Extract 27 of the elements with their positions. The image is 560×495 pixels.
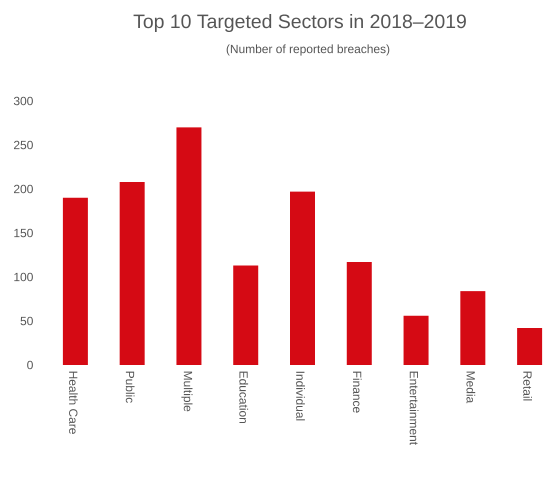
y-tick-label: 300 <box>14 96 33 106</box>
bar <box>120 182 145 365</box>
y-tick-label: 250 <box>14 140 33 150</box>
bar <box>176 127 202 365</box>
y-tick-label: 100 <box>14 272 33 282</box>
x-tick-label: Retail <box>523 372 532 400</box>
x-tick-label: Entertainment <box>410 372 418 445</box>
x-tick-label: Health Care <box>69 372 78 434</box>
bar <box>62 198 88 365</box>
x-tick-label: Finance <box>352 372 362 413</box>
chart-subtitle: (Number of reported breaches) <box>226 44 390 56</box>
y-tick-label: 150 <box>14 228 33 238</box>
bar <box>346 262 372 365</box>
bar <box>517 328 542 365</box>
x-tick-label: Individual <box>296 372 305 420</box>
x-tick-label: Multiple <box>181 372 193 412</box>
bar <box>290 192 315 365</box>
bar <box>404 316 429 365</box>
bar <box>460 291 486 365</box>
y-tick-label: 50 <box>20 316 33 326</box>
chart-title: Top 10 Targeted Sectors in 2018–2019 <box>134 14 466 32</box>
y-tick-label: 200 <box>14 184 33 194</box>
y-tick-label: 0 <box>27 360 33 370</box>
x-tick-label: Public <box>126 372 135 403</box>
x-tick-label: Media <box>466 372 476 404</box>
bar <box>233 266 258 365</box>
x-tick-label: Education <box>239 372 248 424</box>
